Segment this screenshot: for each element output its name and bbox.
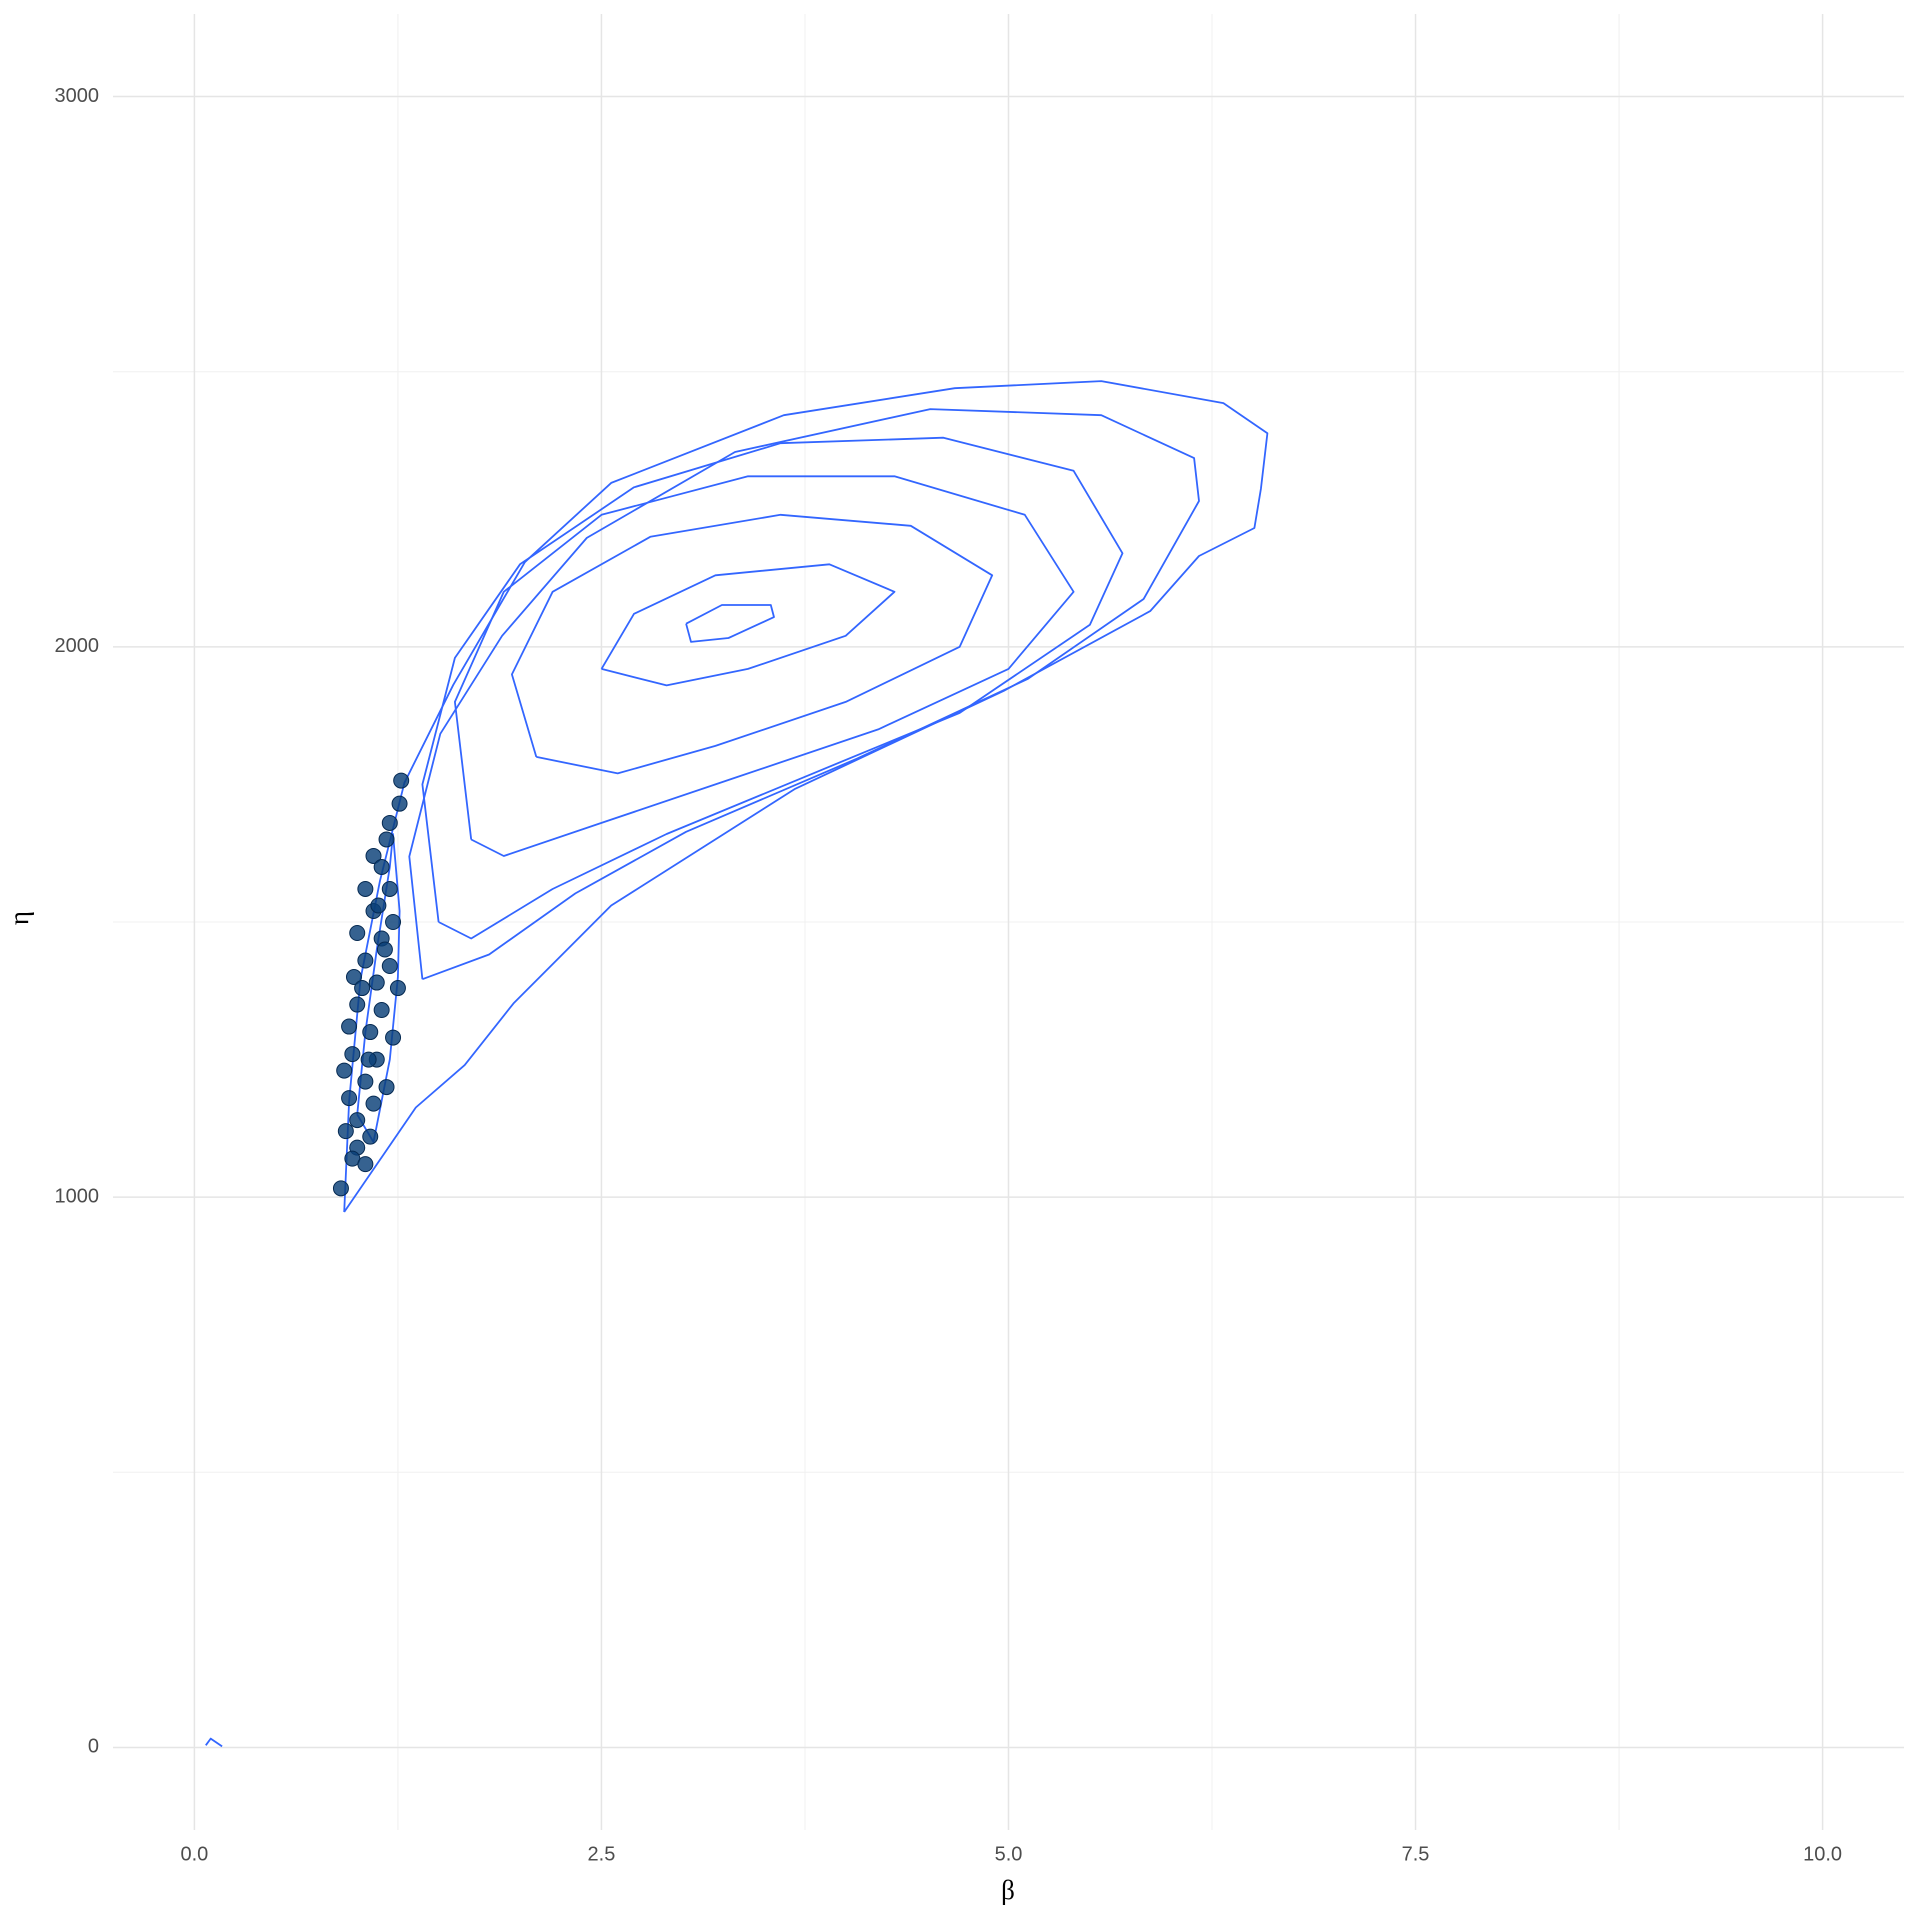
x-tick-label: 7.5 [1402, 1843, 1430, 1865]
point [385, 914, 402, 930]
point [357, 1156, 374, 1173]
x-axis-title: β [1001, 1875, 1015, 1905]
point [373, 858, 390, 875]
point [381, 958, 398, 975]
point [332, 1180, 349, 1197]
x-tick-label: 5.0 [995, 1843, 1023, 1865]
point [357, 952, 374, 969]
point [381, 880, 398, 897]
point [365, 1095, 382, 1112]
point [349, 996, 366, 1013]
x-tick-label: 2.5 [588, 1843, 616, 1865]
point [337, 1123, 354, 1140]
contour-line [600, 563, 896, 687]
point [349, 1112, 366, 1129]
contour-line [343, 380, 1269, 1213]
x-tick-label: 0.0 [181, 1843, 209, 1865]
plot-area [205, 380, 1269, 1748]
contour-line [685, 604, 775, 643]
point [385, 1029, 402, 1046]
y-tick-label: 2000 [55, 635, 100, 657]
point [345, 969, 362, 986]
y-axis-title: η [4, 911, 34, 925]
contour-line [511, 513, 994, 775]
point [362, 1128, 379, 1145]
point [373, 1002, 390, 1019]
point [341, 1018, 358, 1035]
x-tick-label: 10.0 [1803, 1843, 1842, 1865]
point [381, 814, 398, 831]
point [357, 1073, 374, 1090]
contour-line [408, 408, 1200, 981]
point [336, 1062, 353, 1079]
point [365, 847, 382, 864]
point [344, 1046, 361, 1063]
y-tick-label: 1000 [55, 1185, 100, 1207]
point [362, 1024, 379, 1041]
grid [113, 14, 1904, 1830]
point [378, 1079, 395, 1096]
y-tick-label: 0 [88, 1736, 99, 1758]
point [370, 897, 387, 914]
point [368, 974, 385, 991]
point [360, 1051, 377, 1068]
contour-line [421, 436, 1124, 940]
point [391, 795, 408, 812]
contour-line [205, 1737, 223, 1748]
y-tick-label: 3000 [55, 85, 100, 107]
point [357, 880, 374, 897]
point [349, 925, 366, 942]
point [354, 980, 371, 997]
contour-line [356, 833, 401, 1143]
point [376, 941, 393, 958]
point [393, 772, 410, 789]
point [389, 980, 406, 997]
contour-line [454, 475, 1075, 857]
point [341, 1090, 358, 1107]
point [378, 831, 395, 848]
